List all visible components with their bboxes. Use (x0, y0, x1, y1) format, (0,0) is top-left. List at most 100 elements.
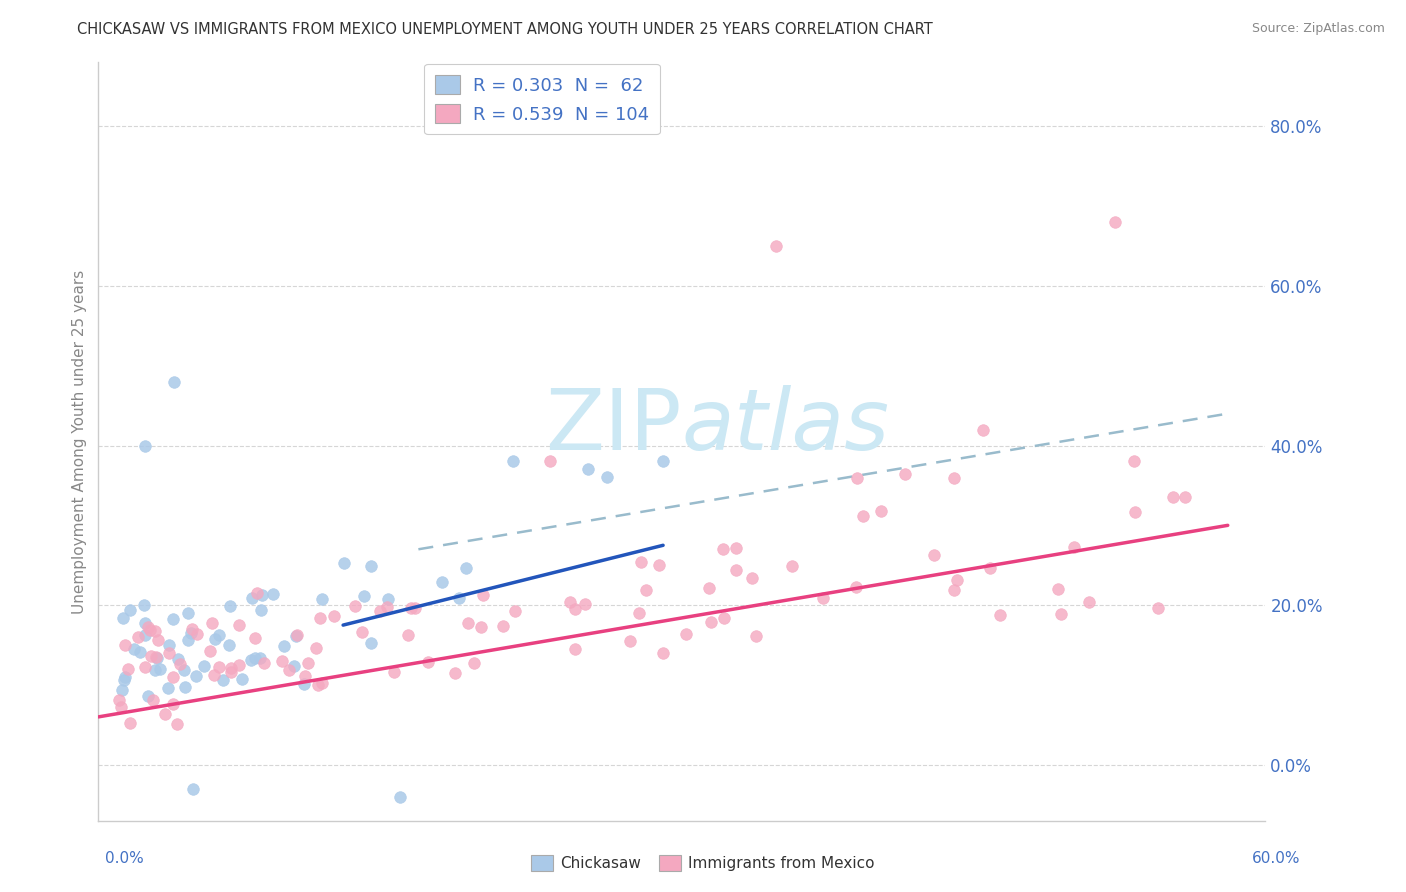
Point (271, 654, 294, 668)
Point (432, 574, 454, 589)
Point (157, 681, 180, 695)
Point (700, 615, 723, 629)
Legend: Chickasaw, Immigrants from Mexico: Chickasaw, Immigrants from Mexico (524, 849, 882, 877)
Point (675, 626, 697, 640)
Point (648, 558, 671, 573)
Point (502, 454, 524, 468)
Point (134, 615, 156, 630)
Text: 60.0%: 60.0% (1253, 852, 1301, 866)
Point (558, 594, 581, 608)
Point (447, 591, 470, 606)
Point (180, 626, 202, 640)
Point (127, 630, 149, 644)
Point (250, 602, 273, 616)
Point (1063, 540, 1085, 554)
Point (163, 375, 186, 389)
Point (114, 669, 136, 683)
Point (472, 588, 495, 602)
Point (166, 717, 188, 731)
Point (463, 657, 485, 671)
Point (564, 642, 586, 657)
Point (114, 638, 136, 652)
Text: CHICKASAW VS IMMIGRANTS FROM MEXICO UNEMPLOYMENT AMONG YOUTH UNDER 25 YEARS CORR: CHICKASAW VS IMMIGRANTS FROM MEXICO UNEM… (77, 22, 934, 37)
Text: Source: ZipAtlas.com: Source: ZipAtlas.com (1251, 22, 1385, 36)
Point (243, 651, 266, 665)
Point (108, 693, 131, 707)
Point (1161, 490, 1184, 504)
Point (305, 641, 328, 656)
Point (148, 633, 170, 648)
Point (388, 789, 411, 804)
Point (176, 632, 198, 647)
Point (228, 657, 250, 672)
Point (169, 657, 191, 672)
Point (292, 677, 315, 691)
Point (396, 628, 419, 642)
Point (741, 571, 763, 585)
Point (198, 644, 221, 658)
Point (360, 558, 382, 573)
Point (132, 599, 155, 613)
Point (273, 639, 295, 653)
Point (375, 600, 398, 615)
Point (457, 616, 479, 631)
Point (252, 656, 274, 670)
Point (112, 673, 135, 687)
Text: atlas: atlas (682, 384, 890, 468)
Point (360, 636, 382, 650)
Text: 0.0%: 0.0% (105, 852, 145, 866)
Point (377, 592, 399, 607)
Point (845, 580, 868, 594)
Point (202, 667, 225, 681)
Point (1125, 505, 1147, 519)
Point (212, 673, 235, 687)
Point (308, 611, 330, 625)
Point (283, 658, 305, 673)
Point (404, 601, 426, 615)
Point (922, 548, 945, 562)
Point (240, 653, 263, 667)
Point (177, 606, 200, 620)
Point (574, 597, 596, 611)
Point (249, 651, 271, 665)
Point (1078, 595, 1101, 609)
Point (724, 563, 747, 577)
Point (162, 612, 184, 626)
Point (250, 588, 273, 602)
Point (979, 561, 1001, 575)
Point (627, 606, 650, 620)
Point (711, 542, 734, 557)
Point (652, 646, 675, 660)
Point (157, 646, 180, 660)
Point (111, 611, 134, 625)
Point (538, 454, 561, 468)
Point (846, 471, 869, 485)
Point (323, 609, 346, 624)
Point (1104, 215, 1126, 229)
Point (208, 659, 231, 673)
Point (564, 602, 586, 616)
Point (444, 665, 467, 680)
Point (207, 627, 229, 641)
Point (128, 645, 150, 659)
Point (242, 591, 264, 606)
Point (1174, 490, 1197, 504)
Point (990, 607, 1012, 622)
Point (136, 689, 159, 703)
Point (595, 470, 617, 484)
Point (634, 582, 657, 597)
Point (697, 582, 720, 596)
Point (166, 652, 188, 666)
Point (307, 678, 329, 692)
Point (870, 504, 893, 518)
Point (184, 669, 207, 683)
Point (852, 509, 875, 524)
Point (134, 628, 156, 642)
Point (136, 620, 159, 634)
Point (353, 589, 375, 603)
Point (120, 715, 142, 730)
Point (652, 454, 675, 468)
Point (894, 467, 917, 481)
Point (1050, 607, 1073, 622)
Point (278, 664, 301, 678)
